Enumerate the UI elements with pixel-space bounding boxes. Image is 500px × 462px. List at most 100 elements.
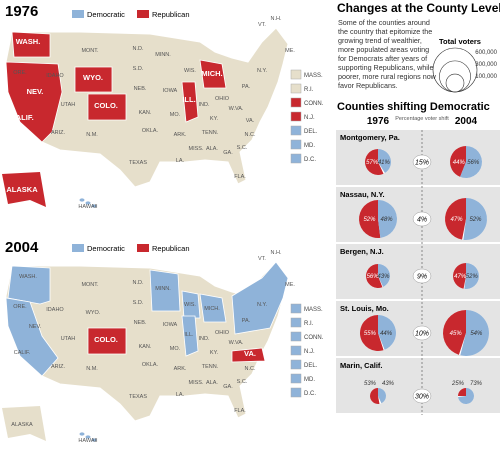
- state-label: MICH.: [204, 306, 220, 312]
- pie-republican: [443, 310, 466, 355]
- state-label: KY.: [210, 116, 219, 122]
- state-label: N.C.: [245, 366, 256, 372]
- state-label: HAWAII: [78, 204, 98, 210]
- size-legend-title: Total voters: [439, 37, 481, 46]
- state-box: [290, 359, 302, 370]
- pie-democratic: [464, 263, 479, 290]
- state-label: OHIO: [215, 330, 230, 336]
- size-circle: [445, 73, 465, 93]
- state-label: ARIZ.: [51, 364, 66, 370]
- state-label: NEV.: [29, 324, 42, 330]
- pie-republican: [365, 149, 384, 175]
- pie-democratic: [460, 145, 482, 178]
- state-label: N.M.: [86, 132, 98, 138]
- state-label: W.VA.: [229, 340, 244, 346]
- pie-label: 56%: [467, 160, 480, 166]
- state: [87, 93, 127, 121]
- size-label: 100,000: [475, 74, 497, 80]
- pie-label: 47%: [454, 274, 467, 280]
- state: [231, 347, 266, 363]
- state-label: MASS.: [304, 307, 323, 313]
- map: Democratic Republican WASH. ORE. IDAHO MONT. N…: [2, 244, 324, 444]
- state-label: ALASKA: [11, 422, 33, 428]
- state-label: WYO.: [83, 73, 103, 82]
- pie-republican: [359, 200, 381, 238]
- state: [5, 297, 59, 377]
- state-label: N.D.: [133, 46, 144, 52]
- state-label: HAWAII: [78, 438, 98, 444]
- pie-label: 43%: [382, 381, 395, 387]
- state-label: ARK.: [174, 132, 187, 138]
- pie-label: 48%: [381, 217, 394, 223]
- state-box: [290, 387, 302, 398]
- year-header: 1976: [367, 116, 390, 127]
- state-label: OHIO: [215, 96, 230, 102]
- state-label: ALA.: [206, 146, 218, 152]
- state-label: IND.: [199, 336, 210, 342]
- state-label: MD.: [304, 377, 315, 383]
- state: [199, 293, 227, 323]
- state: [149, 269, 181, 312]
- state-label: GA.: [223, 384, 233, 390]
- state: [181, 315, 199, 357]
- state-label: WYO.: [86, 310, 101, 316]
- state-label: ALA.: [206, 380, 218, 386]
- county-name: Marin, Calif.: [340, 361, 383, 370]
- state-label: N.H.: [271, 16, 282, 22]
- state-label: LA.: [176, 158, 185, 164]
- state: [181, 81, 199, 123]
- pie-democratic: [378, 388, 386, 404]
- island: [85, 435, 91, 439]
- pie-democratic: [378, 200, 398, 238]
- county-name: Bergen, N.J.: [340, 247, 384, 256]
- pie-label: 53%: [364, 381, 377, 387]
- state-box: [290, 317, 302, 328]
- state-box: [290, 373, 302, 384]
- map-title: 2004: [5, 239, 39, 256]
- year-header: 2004: [455, 116, 478, 127]
- state-label: NEB.: [134, 320, 147, 326]
- map: Democratic Republican WASH. ORE. IDAHO MONT. N…: [2, 10, 324, 210]
- state-label: MINN.: [155, 52, 171, 58]
- state: [11, 31, 51, 58]
- state-label: IOWA: [163, 322, 178, 328]
- state-label: TENN.: [202, 364, 219, 370]
- shift-label: 30%: [415, 394, 429, 401]
- state-label: ARK.: [174, 366, 187, 372]
- state: [2, 172, 46, 207]
- pie-republican: [452, 263, 466, 289]
- state-label: MD.: [304, 143, 315, 149]
- state-label: ILL.: [182, 95, 195, 104]
- pie-republican: [445, 198, 466, 240]
- state: [231, 261, 289, 335]
- legend-swatch: [137, 244, 149, 252]
- state-label: WIS.: [184, 68, 196, 74]
- pie-label: 47%: [451, 217, 464, 223]
- state: [2, 406, 46, 441]
- state-label: R.I.: [304, 87, 314, 93]
- legend-swatch: [137, 10, 149, 18]
- state-label: VT.: [258, 256, 266, 262]
- state-label: CONN.: [304, 101, 324, 107]
- pie-label: 54%: [470, 331, 483, 337]
- state-label: NEV.: [27, 87, 44, 96]
- pie-democratic: [378, 315, 396, 350]
- pie-label: 44%: [453, 160, 466, 166]
- state-label: S.C.: [237, 379, 248, 385]
- pie-label: 56%: [367, 274, 380, 280]
- shift-oval: [412, 388, 432, 404]
- state-box: [290, 345, 302, 356]
- shift-oval: [412, 268, 432, 284]
- pie-label: 43%: [377, 274, 390, 280]
- county-name: Montgomery, Pa.: [340, 133, 400, 142]
- legend-label: Democratic: [87, 244, 125, 253]
- state-label: TEXAS: [129, 394, 147, 400]
- state-label: KAN.: [139, 344, 152, 350]
- state-label: MISS.: [189, 146, 204, 152]
- state-label: COLO.: [94, 101, 118, 110]
- shift-oval: [412, 154, 432, 170]
- state-label: VA.: [246, 118, 255, 124]
- state-label: LA.: [176, 392, 185, 398]
- legend-label: Republican: [152, 244, 190, 253]
